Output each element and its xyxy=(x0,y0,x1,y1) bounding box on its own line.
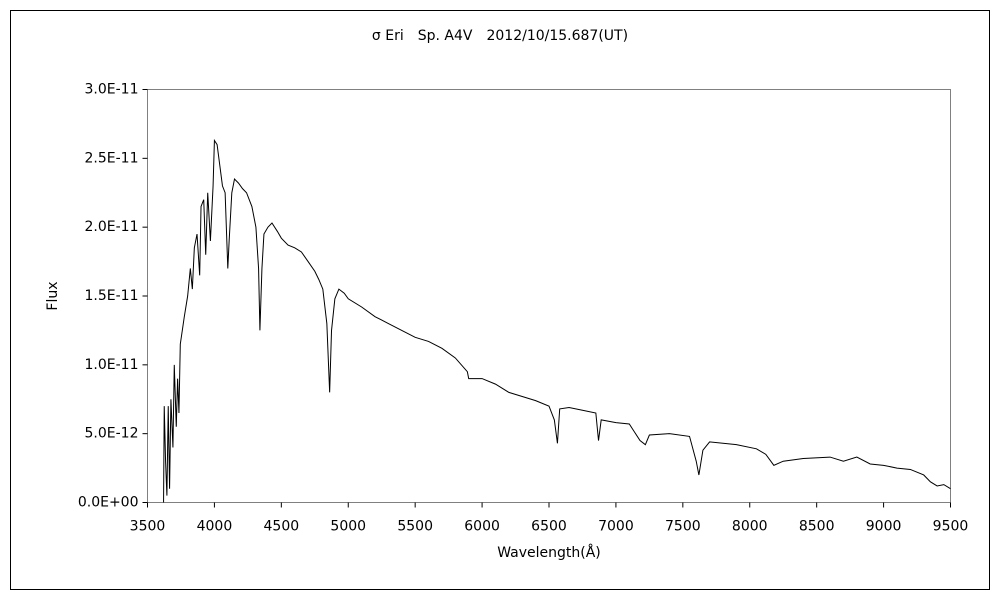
y-tick-label: 2.5E-11 xyxy=(85,150,139,166)
y-tick-label: 2.0E-11 xyxy=(85,219,139,235)
chart-title: σ Eri Sp. A4V 2012/10/15.687(UT) xyxy=(372,28,628,44)
y-tick-label: 1.5E-11 xyxy=(85,288,139,304)
x-tick-label: 9500 xyxy=(933,519,969,535)
spectrum-line xyxy=(163,138,951,503)
x-tick-label: 7500 xyxy=(665,519,701,535)
chart-border xyxy=(10,10,990,590)
y-tick-label: 5.0E-12 xyxy=(85,426,139,442)
x-axis-label: Wavelength(Å) xyxy=(497,544,601,561)
y-tick-label: 1.0E-11 xyxy=(85,357,139,373)
x-tick-label: 4000 xyxy=(197,519,233,535)
x-tick-label: 8000 xyxy=(732,519,768,535)
y-tick-label: 0.0E+00 xyxy=(78,495,139,511)
plot-area xyxy=(147,89,951,503)
x-tick-label: 6000 xyxy=(464,519,500,535)
x-tick-label: 8500 xyxy=(799,519,835,535)
y-tick-label: 3.0E-11 xyxy=(85,82,139,98)
x-tick-label: 5500 xyxy=(397,519,433,535)
x-tick-label: 7000 xyxy=(598,519,634,535)
x-tick-label: 6500 xyxy=(531,519,567,535)
x-tick-label: 9000 xyxy=(866,519,902,535)
x-tick-label: 5000 xyxy=(330,519,366,535)
x-tick-label: 4500 xyxy=(264,519,300,535)
y-axis-label: Flux xyxy=(45,281,61,310)
x-tick-label: 3500 xyxy=(130,519,166,535)
